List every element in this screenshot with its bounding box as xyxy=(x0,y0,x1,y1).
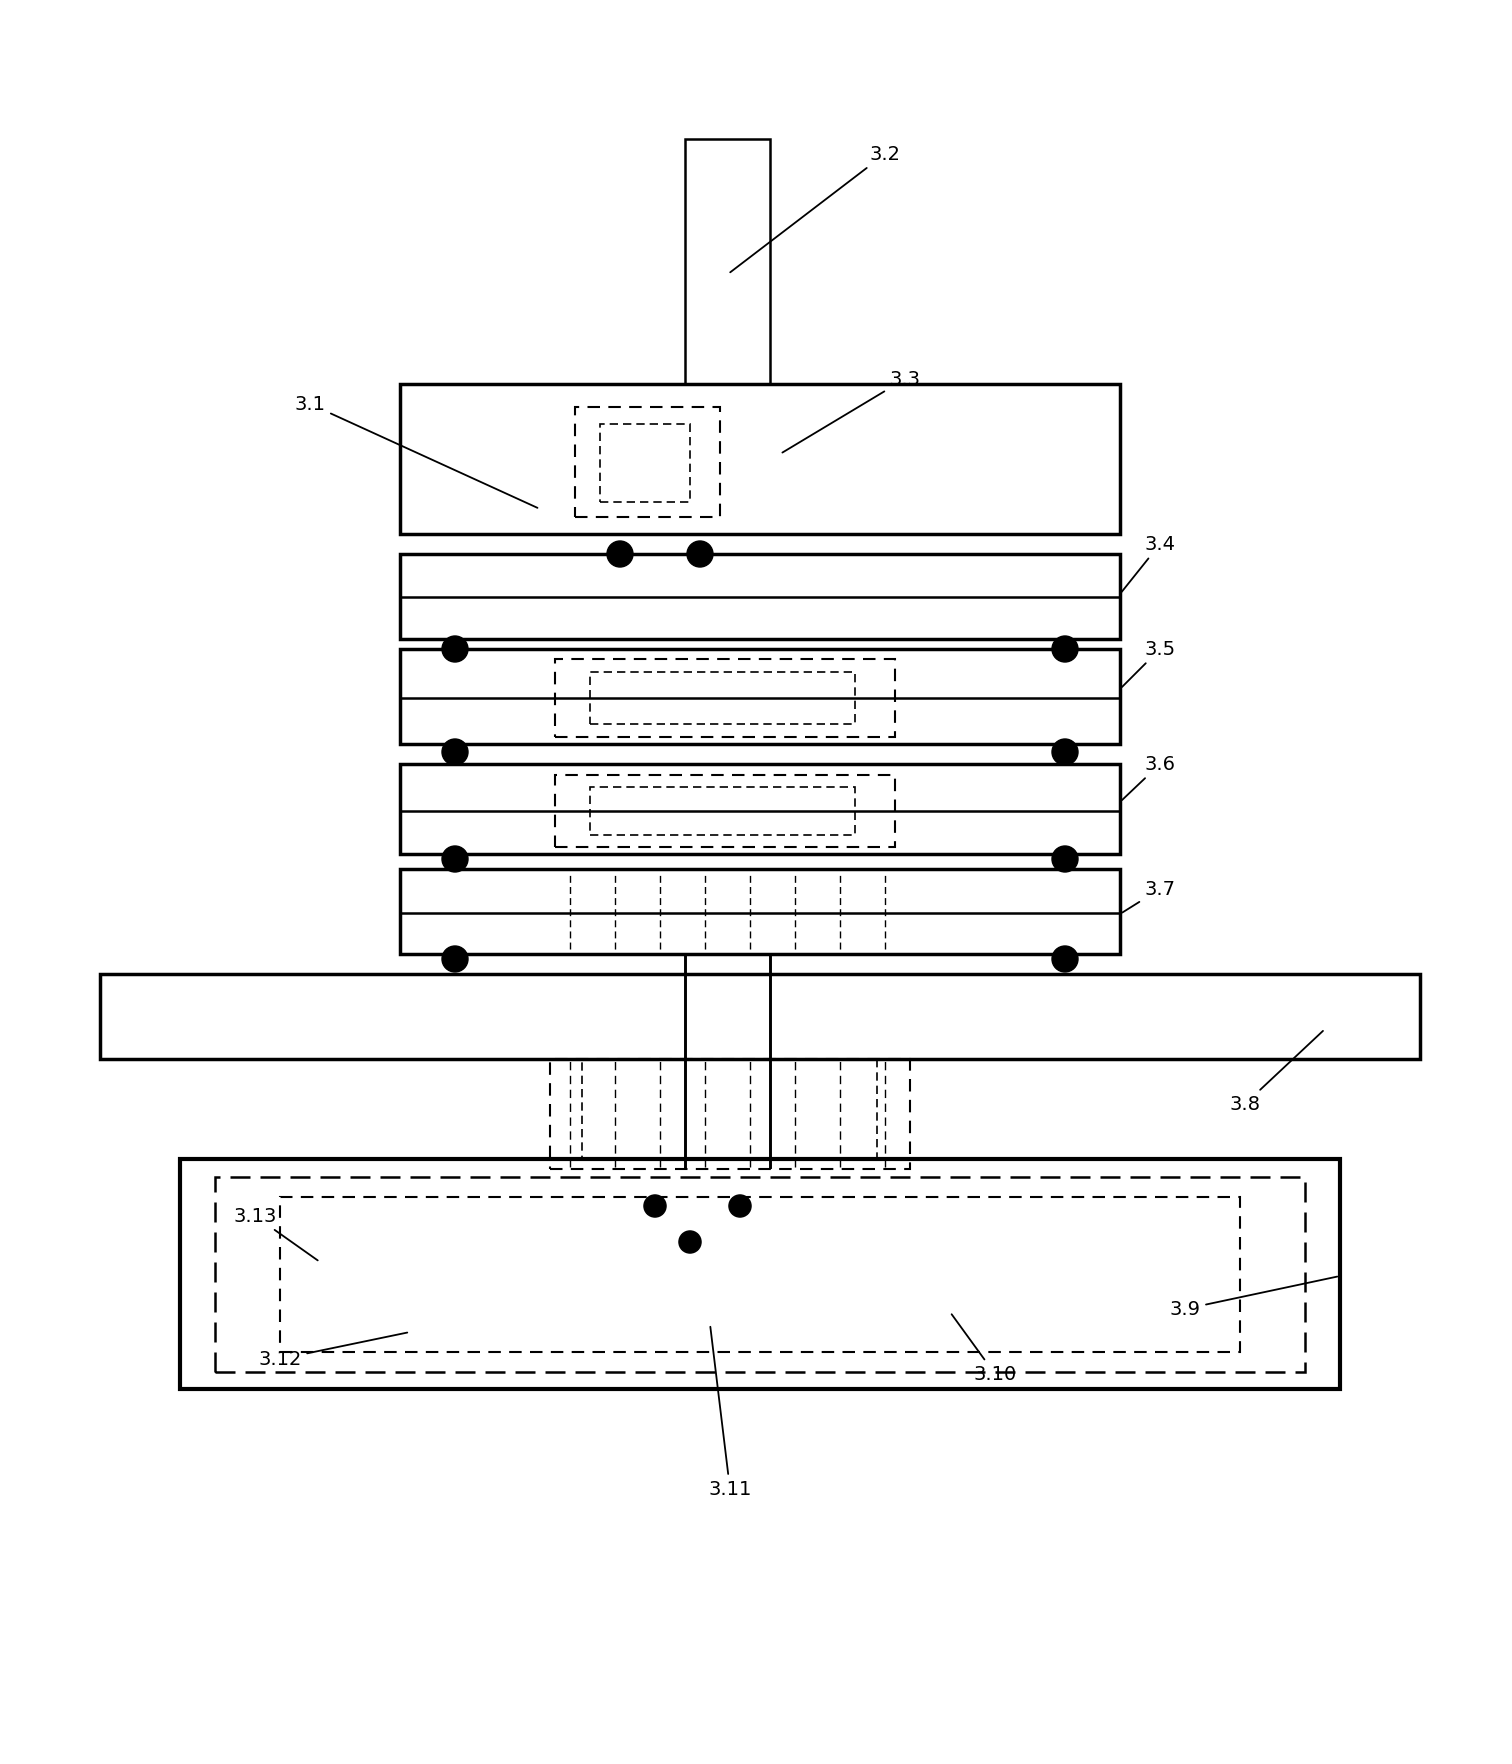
Bar xyxy=(555,776,895,847)
Bar xyxy=(555,660,895,737)
Text: 3.2: 3.2 xyxy=(730,145,901,273)
Circle shape xyxy=(442,847,469,873)
Text: 3.11: 3.11 xyxy=(708,1327,751,1499)
Text: 3.7: 3.7 xyxy=(1122,880,1175,914)
Bar xyxy=(575,407,720,517)
Bar xyxy=(600,425,689,503)
Bar xyxy=(685,139,770,385)
Circle shape xyxy=(1052,947,1078,972)
Text: 3.10: 3.10 xyxy=(951,1314,1016,1383)
Text: 3.13: 3.13 xyxy=(233,1207,318,1261)
Circle shape xyxy=(442,739,469,766)
Bar xyxy=(401,385,1120,534)
Bar xyxy=(590,787,854,836)
Bar xyxy=(401,649,1120,744)
Bar xyxy=(401,764,1120,854)
Text: 3.1: 3.1 xyxy=(295,395,537,508)
Text: 3.12: 3.12 xyxy=(259,1334,407,1369)
Bar xyxy=(401,870,1120,954)
Circle shape xyxy=(1052,637,1078,663)
Bar xyxy=(401,554,1120,640)
Bar xyxy=(550,1060,910,1170)
Bar xyxy=(100,974,1420,1060)
Bar xyxy=(180,1159,1340,1390)
Circle shape xyxy=(442,637,469,663)
Circle shape xyxy=(442,947,469,972)
Bar xyxy=(215,1177,1305,1372)
Circle shape xyxy=(729,1196,751,1217)
Bar xyxy=(280,1198,1240,1353)
Text: 3.8: 3.8 xyxy=(1229,1032,1323,1113)
Text: 3.4: 3.4 xyxy=(1122,534,1175,593)
Circle shape xyxy=(644,1196,667,1217)
Circle shape xyxy=(679,1231,702,1254)
Circle shape xyxy=(1052,739,1078,766)
Text: 3.9: 3.9 xyxy=(1169,1277,1337,1319)
Text: 3.3: 3.3 xyxy=(782,370,921,453)
Bar xyxy=(582,1060,877,1159)
Circle shape xyxy=(686,542,714,568)
Text: 3.6: 3.6 xyxy=(1122,755,1175,801)
Bar xyxy=(590,672,854,725)
Circle shape xyxy=(606,542,634,568)
Circle shape xyxy=(1052,847,1078,873)
Text: 3.5: 3.5 xyxy=(1122,640,1175,688)
